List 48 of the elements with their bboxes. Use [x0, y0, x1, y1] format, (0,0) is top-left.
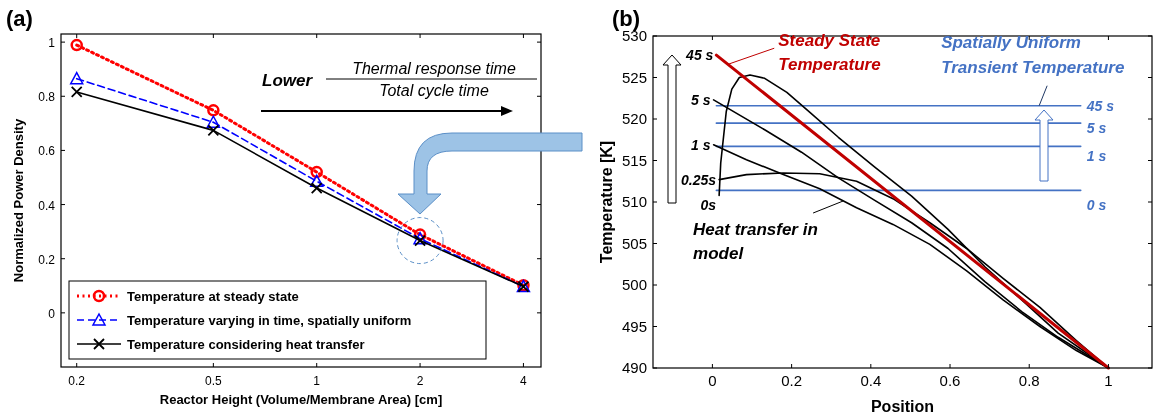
legend-label: Temperature considering heat transfer	[127, 337, 365, 352]
y-tick-label: 490	[621, 359, 647, 376]
y-tick-label: 0	[48, 306, 56, 321]
x-tick-label: 0.2	[68, 374, 86, 388]
annotation: 45 s	[685, 47, 714, 64]
y-tick-label: 0.6	[38, 144, 56, 159]
series-label: 1 s	[1086, 148, 1107, 165]
x-tick-label: 0.8	[1018, 372, 1040, 389]
x-tick-label: 0	[708, 372, 717, 389]
y-tick-label: 505	[621, 234, 647, 252]
x-axis-title: Reactor Height (Volume/Membrane Area) [cm]	[159, 392, 443, 407]
x-tick-label: 1	[313, 374, 321, 388]
annotation: 1 s	[691, 136, 711, 153]
x-tick-label: 2	[416, 374, 424, 388]
x-tick-label: 1	[1104, 372, 1113, 389]
x-tick-label: 0.5	[205, 374, 223, 388]
series-label: 0 s	[1086, 197, 1107, 214]
annotation: Total cycle time	[379, 82, 489, 99]
y-tick-label: 525	[621, 68, 647, 86]
series-label: 45 s	[1085, 97, 1115, 114]
y-tick-label: 0.2	[38, 252, 56, 267]
y-tick-label: 510	[621, 193, 647, 210]
y-tick-label: 0.4	[38, 198, 56, 213]
y-axis-title: Normalized Power Density	[11, 118, 26, 283]
series-label: 5 s	[1086, 120, 1107, 137]
annotation: 0s	[700, 197, 717, 214]
y-axis-title: Temperature [K]	[598, 140, 615, 264]
annotation: Spatially Uniform Transient Temperature	[941, 32, 1125, 77]
y-tick-label: 520	[621, 110, 647, 127]
y-tick-label: 500	[621, 276, 647, 293]
y-tick-label: 495	[621, 317, 647, 335]
x-tick-label: 0.4	[860, 372, 882, 389]
legend-label: Temperature at steady state	[127, 289, 299, 304]
y-tick-label: 0.8	[38, 90, 56, 105]
x-tick-label: 0.2	[781, 372, 803, 389]
x-tick-label: 0.6	[939, 372, 961, 389]
x-tick-label: 4	[520, 374, 528, 388]
annotation: Thermal response time	[352, 60, 516, 77]
legend-label: Temperature varying in time, spatially uniform	[127, 313, 412, 328]
chart-title: (a)	[6, 6, 33, 31]
annotation: Heat transfer in model	[693, 220, 818, 264]
annotation: 5 s	[691, 91, 711, 108]
y-tick-label: 1	[48, 36, 56, 51]
y-tick-label: 515	[621, 151, 647, 169]
x-axis-title: Position	[870, 398, 935, 415]
annotation: Steady State Temperature	[778, 31, 881, 75]
annotation: 0.25s	[681, 171, 717, 188]
annotation: Lower	[262, 71, 314, 90]
